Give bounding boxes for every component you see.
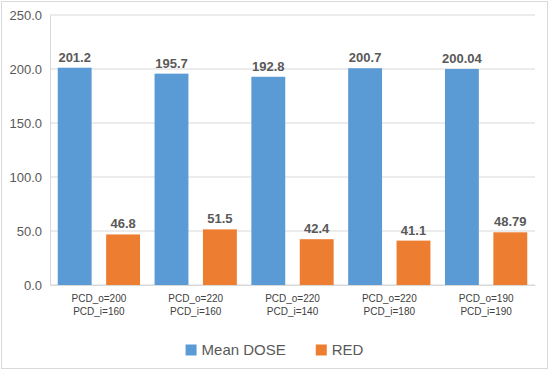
x-tick: PCD_o=220 PCD_i=160 (168, 285, 223, 317)
bar (251, 77, 285, 285)
x-tick-label: PCD_o=220 PCD_i=180 (362, 293, 417, 317)
x-tick-label-line: PCD_o=220 (362, 293, 417, 304)
x-tick-label-line: PCD_i=190 (460, 306, 512, 317)
data-label: 200.04 (442, 51, 483, 66)
plot: 0.050.0100.0150.0200.0250.0PCD_o=200PCD_… (9, 8, 535, 317)
bar (155, 74, 189, 285)
data-label: 192.8 (252, 59, 285, 74)
x-tick-label-line: PCD_i=180 (364, 306, 416, 317)
bar (58, 68, 92, 285)
x-tick-label-line: PCD_o=200 (72, 293, 127, 304)
data-label: 46.8 (110, 216, 135, 231)
y-tick-label: 50.0 (17, 224, 42, 239)
y-tick: 250.0 (9, 8, 50, 23)
bar (397, 241, 431, 285)
y-tick: 200.0 (9, 62, 50, 77)
y-tick: 150.0 (9, 116, 50, 131)
y-tick-label: 150.0 (9, 116, 42, 131)
data-labels: 201.2 195.7 192.8 200.7 200.04 46.8 51.5 42.4 41… (58, 50, 526, 238)
y-tick: 0.0 (24, 278, 50, 293)
legend-item: RED (316, 341, 364, 358)
x-tick-label: PCD_o=220 PCD_i=160 (168, 293, 223, 317)
x-tick-label-line: PCD_i=140 (267, 306, 319, 317)
x-tick: PCD_o=220 PCD_i=180 (362, 285, 417, 317)
bar (203, 229, 237, 285)
y-tick-label: 250.0 (9, 8, 42, 23)
data-label: 42.4 (304, 221, 330, 236)
x-tick-label: PCD_o=190 PCD_i=190 (459, 293, 514, 317)
bars (58, 68, 528, 285)
y-axis: 0.0 50.0 100.0 150.0 200.0 250.0 (9, 8, 50, 293)
x-tick-label-line: PCD_o=190 (459, 293, 514, 304)
x-tick: PCD_o=200 PCD_i=160 (72, 285, 127, 317)
data-label: 48.79 (494, 214, 527, 229)
y-axis-line (50, 16, 51, 286)
bar (445, 69, 479, 285)
data-label: 200.7 (349, 50, 382, 65)
data-label: 51.5 (207, 211, 232, 226)
x-tick-label: PCD_o=220 PCD_i=140 (265, 293, 320, 317)
legend-swatch (186, 345, 197, 356)
bar (106, 234, 140, 285)
grid (50, 15, 535, 285)
data-label: 201.2 (58, 50, 91, 65)
legend: Mean DOSE RED (186, 341, 364, 358)
y-tick-label: 100.0 (9, 170, 42, 185)
y-tick-label: 200.0 (9, 62, 42, 77)
x-tick-label-line: PCD_i=160 (170, 306, 222, 317)
legend-item: Mean DOSE (186, 341, 286, 358)
chart-frame (2, 2, 548, 369)
chart: 0.050.0100.0150.0200.0250.0PCD_o=200PCD_… (0, 0, 549, 370)
x-tick-label: PCD_o=200 PCD_i=160 (72, 293, 127, 317)
data-label: 195.7 (155, 56, 188, 71)
data-label: 41.1 (401, 223, 426, 238)
x-tick-label-line: PCD_o=220 (265, 293, 320, 304)
legend-swatch (316, 345, 327, 356)
legend-label: Mean DOSE (202, 341, 286, 358)
y-tick-label: 0.0 (24, 278, 42, 293)
x-tick-label-line: PCD_i=160 (73, 306, 125, 317)
x-axis: PCD_o=200PCD_i=160PCD_o=220PCD_i=160PCD_… (51, 285, 536, 317)
bar (300, 239, 334, 285)
x-axis-line (51, 285, 536, 286)
y-tick: 50.0 (17, 224, 50, 239)
x-tick-label-line: PCD_o=220 (168, 293, 223, 304)
grid-line (50, 15, 535, 16)
y-tick: 100.0 (9, 170, 50, 185)
x-tick: PCD_o=220 PCD_i=140 (265, 285, 320, 317)
bar (493, 232, 527, 285)
x-tick: PCD_o=190 PCD_i=190 (459, 285, 514, 317)
bar (348, 68, 382, 285)
legend-label: RED (332, 341, 364, 358)
